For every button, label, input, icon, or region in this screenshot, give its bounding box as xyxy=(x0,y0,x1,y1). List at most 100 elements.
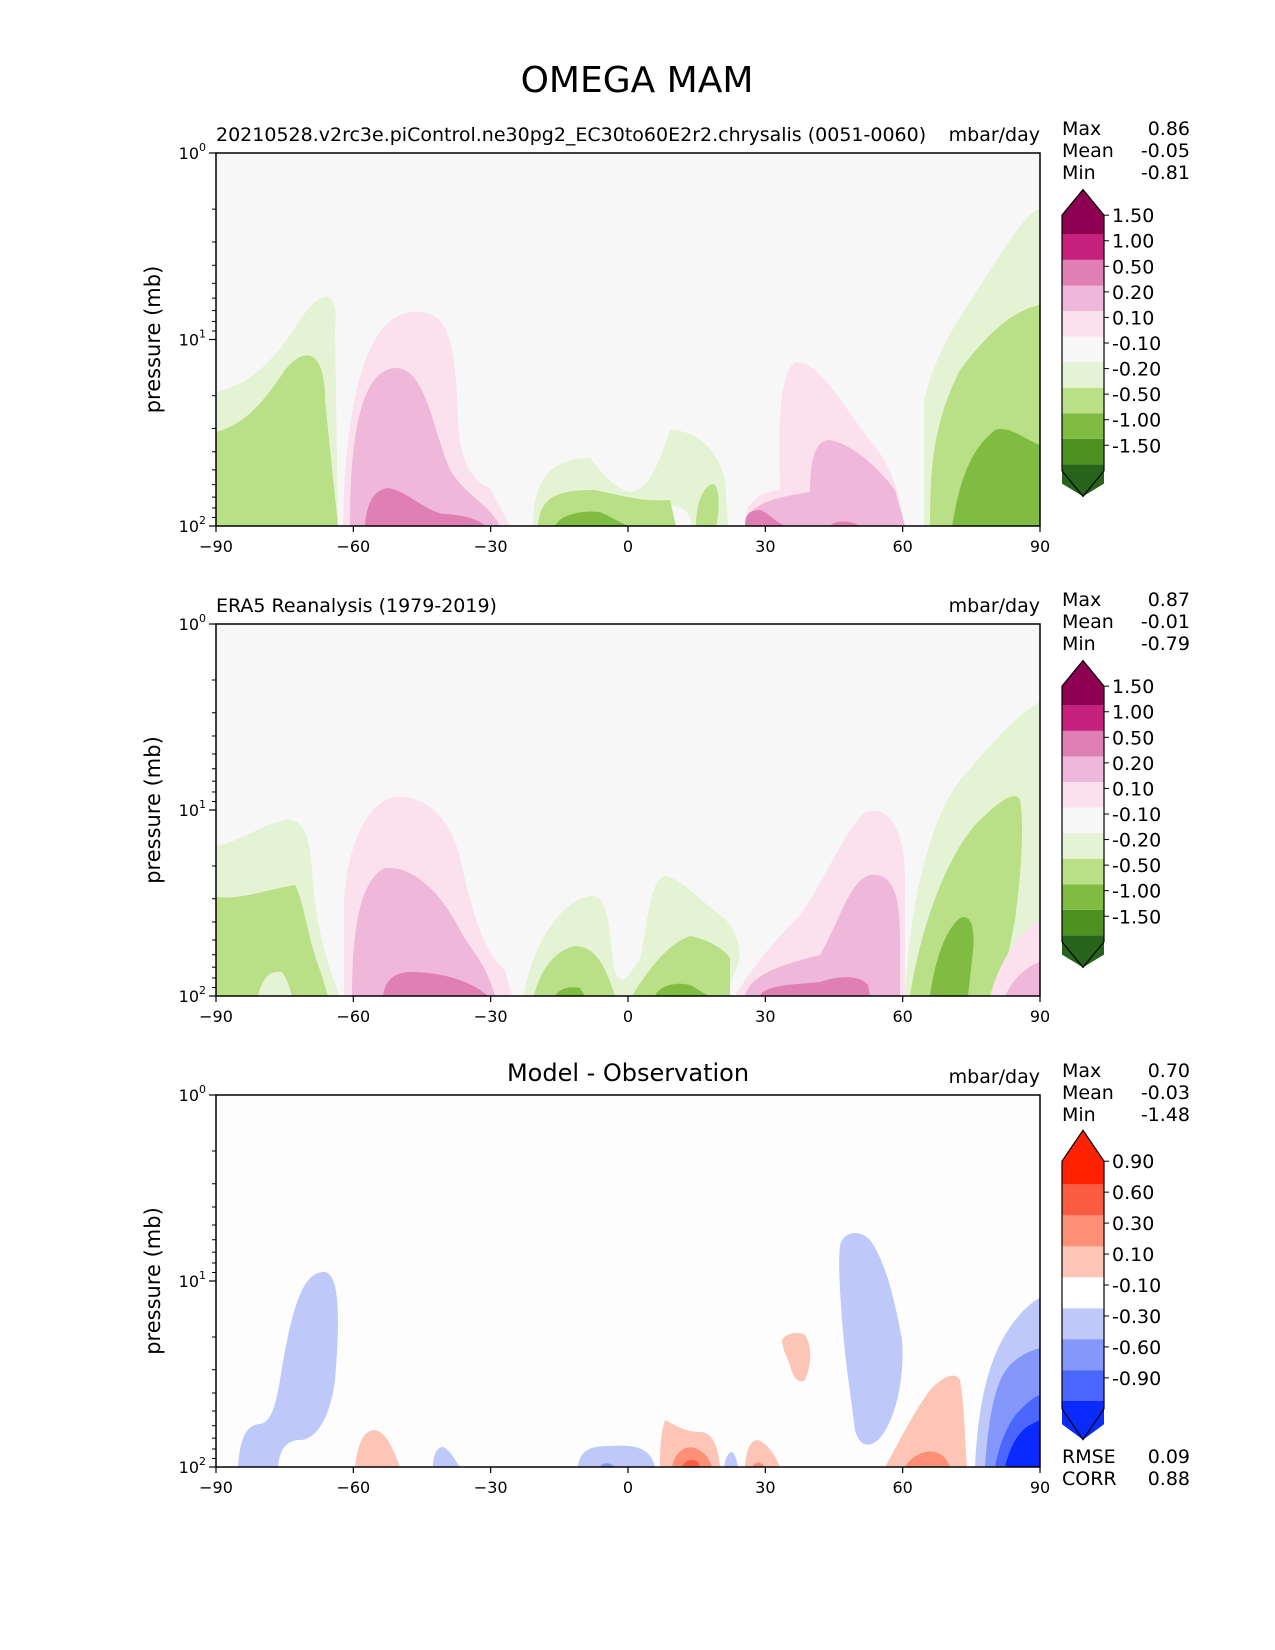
colorbar: 1.50 1.00 0.50 0.20 0.10 -0.10 -0.20 -0.50 -1.00… xyxy=(1061,188,1161,498)
plot-area xyxy=(216,153,1040,526)
stat-max-value: 0.70 xyxy=(1148,1060,1190,1082)
y-axis-label: pressure (mb) xyxy=(141,266,165,414)
colorbar-segment xyxy=(1062,1246,1104,1278)
colorbar-segment xyxy=(1062,858,1104,885)
contour-region xyxy=(238,1271,338,1467)
panel-left-title: ERA5 Reanalysis (1979-2019) xyxy=(216,595,497,617)
x-tick-label: 30 xyxy=(755,537,775,556)
contour-region xyxy=(830,521,860,526)
stat-min-label: Min xyxy=(1062,633,1096,655)
colorbar-label: -1.50 xyxy=(1112,435,1161,457)
stat-mean-value: -0.05 xyxy=(1141,140,1190,162)
contour-region xyxy=(724,1452,738,1467)
contour-region xyxy=(745,874,900,996)
colorbar-segment xyxy=(1062,234,1104,260)
colorbar-label: -1.00 xyxy=(1112,410,1161,432)
stats-block: Max 0.70 Mean -0.03 Min -1.48 RMSE 0.09 … xyxy=(1062,1060,1190,1490)
stat-min-value: -1.48 xyxy=(1141,1104,1190,1126)
stats-block: Max 0.86 Mean -0.05 Min -0.81 xyxy=(1062,118,1190,184)
colorbar-label: -0.60 xyxy=(1112,1337,1161,1359)
x-tick-label: 30 xyxy=(755,1007,775,1026)
contour-region xyxy=(433,1447,460,1467)
y-axis-label: pressure (mb) xyxy=(141,1207,165,1355)
stat-min-value: -0.79 xyxy=(1141,633,1190,655)
stat-min-label: Min xyxy=(1062,1104,1096,1126)
contour-region xyxy=(352,867,495,996)
colorbar-segment xyxy=(1062,1277,1104,1309)
colorbar-label: 0.50 xyxy=(1112,727,1154,749)
contour-region xyxy=(952,428,1040,526)
stat-max-value: 0.86 xyxy=(1148,118,1190,140)
colorbar-segment xyxy=(1062,782,1104,808)
x-tick-label: 0 xyxy=(623,1478,633,1497)
colorbar-segment xyxy=(1062,259,1104,286)
contour-region xyxy=(745,1440,780,1467)
contour-fields xyxy=(238,1233,1040,1467)
colorbar-label: 0.90 xyxy=(1112,1151,1154,1173)
colorbar-segment xyxy=(1062,807,1104,834)
stat-corr-value: 0.88 xyxy=(1148,1468,1190,1490)
x-tick-label: −90 xyxy=(199,1478,233,1497)
colorbar-label: -0.10 xyxy=(1112,333,1161,355)
colorbar-label: -0.20 xyxy=(1112,830,1161,852)
panel-units: mbar/day xyxy=(949,124,1040,146)
contour-region xyxy=(696,484,719,526)
panel-observation: −90 −60 −30 0 30 60 90 100 101 102 pressure (mb) E… xyxy=(141,589,1190,1026)
colorbar-segment xyxy=(1062,1339,1104,1371)
colorbar: 0.90 0.60 0.30 0.10 -0.10 -0.30 -0.60 -0.90 xyxy=(1061,1129,1161,1441)
contour-fields xyxy=(216,208,1040,526)
x-tick-label: −90 xyxy=(199,1007,233,1026)
x-tick-label: −30 xyxy=(474,537,508,556)
contour-region xyxy=(258,971,292,996)
colorbar-label: 0.20 xyxy=(1112,282,1154,304)
contour-region xyxy=(745,440,905,526)
stat-max-label: Max xyxy=(1062,1060,1101,1082)
contour-region xyxy=(365,488,485,526)
colorbar-segment xyxy=(1062,730,1104,757)
panel-left-title: 20210528.v2rc3e.piControl.ne30pg2_EC30to… xyxy=(216,124,926,146)
colorbar-label: 1.00 xyxy=(1112,702,1154,724)
x-tick-label: −30 xyxy=(474,1007,508,1026)
stat-mean-label: Mean xyxy=(1062,1082,1114,1104)
contour-region xyxy=(534,946,615,996)
y-tick-label: 101 xyxy=(179,328,206,350)
colorbar-segment xyxy=(1062,1370,1104,1402)
colorbar-segment xyxy=(1062,884,1104,910)
colorbar-label: 0.10 xyxy=(1112,778,1154,800)
colorbar-segment xyxy=(1062,909,1104,936)
colorbar-segment xyxy=(1062,438,1104,465)
colorbar-label: 1.00 xyxy=(1112,231,1154,253)
colorbar-segment xyxy=(1062,189,1104,235)
colorbar-segment xyxy=(1062,833,1104,859)
contour-region xyxy=(632,936,730,996)
contour-region xyxy=(555,511,630,526)
colorbar-segment xyxy=(1062,413,1104,439)
colorbar-segment xyxy=(1062,1130,1104,1185)
x-tick-label: −30 xyxy=(474,1478,508,1497)
colorbar-segment xyxy=(1062,464,1104,497)
y-tick-label: 100 xyxy=(179,141,206,163)
colorbar-segment xyxy=(1062,660,1104,706)
colorbar-label: 0.50 xyxy=(1112,256,1154,278)
y-tick-label: 101 xyxy=(179,798,206,820)
x-tick-label: −60 xyxy=(336,1478,370,1497)
colorbar-segment xyxy=(1062,1215,1104,1247)
x-tick-label: 30 xyxy=(755,1478,775,1497)
stat-max-label: Max xyxy=(1062,118,1101,140)
figure-title: OMEGA MAM xyxy=(521,60,754,101)
stat-rmse-value: 0.09 xyxy=(1148,1446,1190,1468)
colorbar-label: 0.20 xyxy=(1112,753,1154,775)
colorbar-label: 0.10 xyxy=(1112,1244,1154,1266)
colorbar-segment xyxy=(1062,362,1104,388)
y-tick-label: 102 xyxy=(179,1455,206,1477)
panel-units: mbar/day xyxy=(949,595,1040,617)
x-tick-label: 60 xyxy=(892,1478,912,1497)
colorbar-label: 1.50 xyxy=(1112,205,1154,227)
contour-region xyxy=(555,987,585,996)
colorbar-label: -0.20 xyxy=(1112,359,1161,381)
colorbar-segment xyxy=(1062,387,1104,414)
colorbar-segment xyxy=(1062,336,1104,363)
colorbar-label: -0.50 xyxy=(1112,384,1161,406)
stat-min-value: -0.81 xyxy=(1141,162,1190,184)
stat-mean-label: Mean xyxy=(1062,611,1114,633)
